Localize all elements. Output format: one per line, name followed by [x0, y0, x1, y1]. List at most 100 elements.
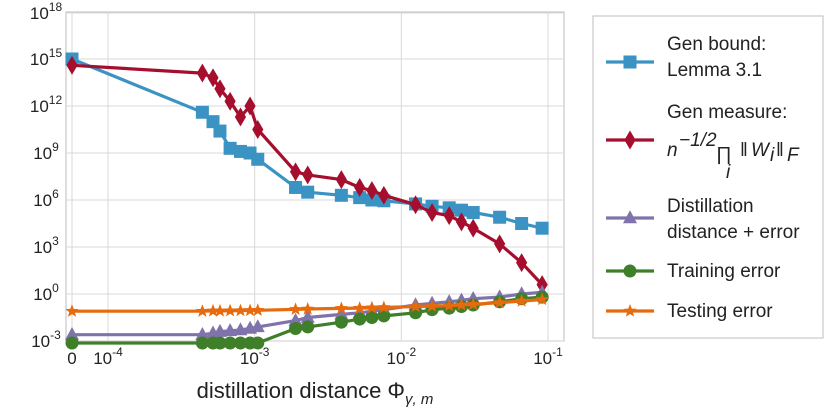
data-point-star — [195, 304, 210, 317]
data-point-star — [442, 298, 456, 312]
data-point-diamond — [366, 181, 378, 201]
data-point-circle — [65, 336, 79, 350]
formula-n: n — [667, 140, 678, 161]
series-line — [71, 63, 544, 286]
data-point-diamond — [467, 218, 479, 238]
data-point-triangle — [223, 323, 238, 337]
x-tick-label: 10-3 — [240, 345, 270, 368]
data-point-star — [251, 303, 265, 316]
data-point-diamond — [443, 206, 455, 226]
data-point-star — [223, 303, 237, 317]
data-point-square — [515, 217, 529, 230]
data-point-triangle — [300, 309, 315, 323]
data-point-triangle — [334, 306, 349, 320]
data-point-triangle — [250, 319, 265, 333]
data-point-diamond — [409, 195, 422, 215]
data-point-square — [195, 105, 209, 119]
legend-label: distance + error — [667, 222, 800, 243]
formula-norm-close: ‖ — [776, 140, 784, 161]
y-tick-label: 103 — [33, 234, 59, 257]
x-axis-title: distillation distance Φγ, m — [197, 378, 434, 408]
formula-norm: ‖ — [740, 140, 748, 161]
data-point-square — [623, 55, 637, 69]
data-point-square — [353, 191, 367, 205]
data-point-square — [301, 185, 315, 199]
y-tick-label: 10-3 — [31, 328, 61, 351]
data-point-square — [334, 188, 348, 202]
data-point-diamond — [536, 275, 548, 295]
legend: Gen bound: Lemma 3.1 Gen measure: Distillat… — [592, 15, 824, 339]
x-tick-label: 0 — [67, 349, 76, 368]
data-point-circle — [377, 309, 391, 323]
data-point-square — [454, 203, 468, 217]
data-point-star — [233, 303, 248, 317]
formula-product: ∏ — [716, 144, 732, 165]
data-point-circle — [289, 321, 303, 335]
data-point-star — [623, 304, 637, 317]
data-point-circle — [223, 336, 237, 350]
formula-index: i — [726, 162, 731, 183]
legend-label: Training error — [667, 261, 781, 282]
data-point-circle — [623, 264, 637, 278]
data-point-circle — [334, 315, 348, 329]
data-point-star — [213, 303, 227, 317]
x-axis: 0 10-4 10-3 10-2 10-1 — [67, 345, 563, 368]
data-point-star — [301, 302, 315, 315]
data-point-diamond — [354, 178, 366, 197]
data-point-square — [289, 180, 303, 194]
data-point-circle — [365, 311, 379, 324]
series-line — [72, 290, 543, 337]
legend-label: Gen measure: — [667, 102, 787, 123]
data-point-star — [353, 301, 367, 314]
data-point-star — [408, 299, 423, 313]
legend-box — [592, 15, 824, 339]
data-point-diamond — [244, 96, 256, 116]
legend-label: Lemma 3.1 — [667, 60, 762, 81]
formula-f: F — [787, 145, 800, 166]
data-point-diamond — [426, 203, 438, 222]
data-point-square — [493, 210, 507, 224]
data-point-triangle — [288, 312, 303, 326]
x-tick-label: 10-2 — [387, 345, 417, 368]
formula-w-index: i — [770, 145, 775, 166]
y-tick-label: 1015 — [30, 46, 63, 69]
data-point-star — [492, 295, 507, 309]
data-point-diamond — [516, 253, 528, 273]
data-point-circle — [195, 336, 209, 350]
data-point-triangle — [195, 327, 210, 340]
data-point-star — [334, 301, 349, 315]
legend-item: Gen measure: — [606, 102, 787, 150]
data-point-diamond — [302, 165, 314, 185]
legend-label: Gen bound: — [667, 34, 766, 55]
data-point-circle — [301, 320, 315, 334]
data-point-circle — [233, 336, 247, 350]
y-axis: 10-3 100 103 106 109 1012 1015 1018 — [30, 0, 63, 351]
x-tick-label: 10-4 — [93, 345, 123, 368]
data-point-star — [466, 297, 480, 310]
data-point-star — [206, 303, 220, 317]
legend-item: Training error — [606, 261, 781, 282]
legend-item: Gen bound: Lemma 3.1 — [606, 34, 766, 81]
data-point-diamond — [66, 55, 78, 75]
data-point-star — [454, 297, 469, 311]
data-point-star — [377, 300, 391, 314]
data-point-diamond — [335, 170, 347, 190]
data-point-triangle — [212, 323, 227, 337]
data-point-diamond — [196, 63, 208, 83]
data-point-circle — [353, 312, 367, 326]
legend-item: Testing error — [606, 301, 773, 322]
data-point-star — [535, 292, 549, 306]
legend-item: Distillation distance + error — [606, 196, 800, 243]
data-point-square — [535, 221, 549, 235]
data-point-diamond — [252, 120, 264, 139]
series-layer — [65, 52, 550, 350]
series-diamond — [66, 55, 548, 295]
data-point-square — [466, 206, 480, 220]
data-point-star — [65, 304, 79, 317]
y-tick-label: 109 — [33, 140, 59, 163]
data-point-diamond — [289, 162, 302, 182]
data-point-diamond — [214, 79, 226, 99]
y-tick-label: 100 — [33, 281, 59, 304]
